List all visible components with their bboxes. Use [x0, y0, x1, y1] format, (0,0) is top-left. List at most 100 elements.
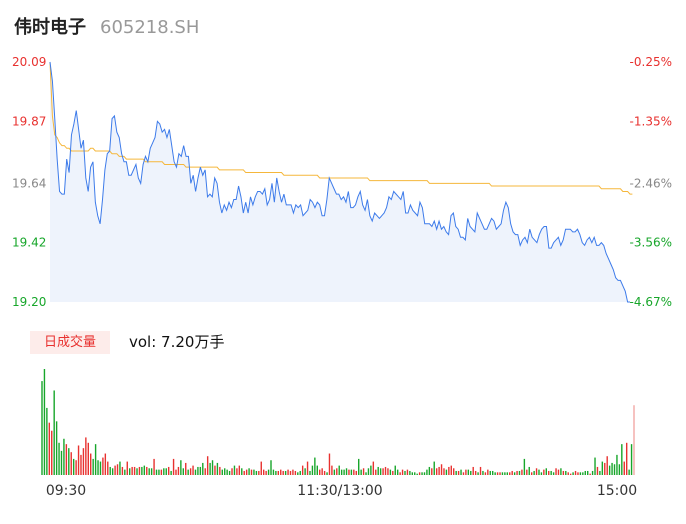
volume-bar	[594, 457, 596, 475]
volume-bar	[155, 469, 158, 475]
volume-bar	[187, 469, 189, 475]
volume-bar	[482, 470, 484, 475]
volume-bar	[353, 469, 355, 475]
volume-bar	[301, 465, 304, 475]
volume-bar	[167, 466, 170, 475]
volume-bar	[63, 438, 65, 475]
volume-bar	[389, 469, 392, 475]
volume-bar	[601, 461, 604, 475]
volume-bar	[472, 466, 474, 475]
volume-bar	[445, 469, 448, 475]
volume-bar	[492, 470, 494, 475]
volume-bar	[467, 469, 470, 475]
volume-bar	[109, 466, 111, 475]
volume-bar	[297, 472, 299, 475]
volume-bar	[245, 469, 248, 475]
volume-bar	[574, 470, 577, 475]
volume-bar	[587, 470, 589, 475]
volume-bar	[133, 466, 136, 475]
price-area	[50, 62, 630, 302]
volume-bar	[406, 469, 409, 475]
volume-bar	[158, 469, 160, 475]
volume-bar	[431, 468, 433, 475]
volume-bar	[348, 469, 350, 475]
volume-bar	[233, 465, 236, 475]
volume-bar	[46, 407, 48, 475]
volume-bar	[396, 469, 399, 475]
volume-bar	[623, 461, 625, 475]
volume-bar	[521, 469, 523, 475]
volume-bar	[633, 405, 635, 475]
volume-bar	[596, 466, 599, 475]
volume-bar	[231, 468, 233, 475]
volume-bar	[77, 445, 80, 475]
volume-bar	[280, 469, 282, 475]
stock-code: 605218.SH	[100, 17, 200, 38]
volume-bar	[433, 461, 435, 475]
volume-bar	[319, 469, 321, 475]
x-tick-label: 11:30/13:00	[297, 483, 382, 499]
volume-bar	[153, 458, 155, 475]
volume-bar	[535, 468, 538, 475]
volume-bar	[170, 470, 172, 475]
volume-bar	[355, 470, 357, 475]
volume-bar	[90, 453, 92, 475]
volume-bar	[48, 422, 51, 475]
volume-bar	[309, 470, 311, 475]
volume-bar	[197, 466, 199, 475]
volume-bar	[538, 469, 540, 475]
volume-bar	[182, 468, 184, 475]
volume-bar	[221, 469, 223, 475]
volume-bar	[209, 462, 211, 475]
volume-bar	[250, 469, 253, 475]
volume-bar	[404, 470, 406, 475]
volume-bar	[94, 444, 97, 475]
volume-bar	[579, 472, 582, 475]
volume-bar	[416, 473, 418, 475]
volume-badge[interactable]: 日成交量	[30, 331, 110, 354]
volume-bar	[311, 465, 314, 475]
volume-bar	[370, 465, 372, 475]
x-tick-label: 09:30	[46, 483, 86, 499]
volume-bar	[104, 453, 107, 475]
volume-bar	[206, 456, 209, 475]
volume-bar	[625, 442, 628, 475]
volume-bar	[555, 468, 557, 475]
volume-bar	[58, 442, 60, 475]
volume-bar	[43, 369, 46, 475]
volume-bar	[192, 465, 194, 475]
volume-bar	[323, 470, 326, 475]
volume-bar	[107, 461, 109, 475]
volume-bar	[367, 468, 370, 475]
volume-bar	[345, 468, 348, 475]
price-line	[49, 61, 630, 303]
volume-bar	[219, 466, 221, 475]
volume-bar	[557, 469, 560, 475]
volume-bar	[375, 469, 377, 475]
volume-bar	[336, 468, 338, 475]
volume-bar	[287, 469, 289, 475]
volume-bar	[114, 465, 116, 475]
volume-bar	[51, 430, 53, 475]
volume-bar	[97, 460, 99, 475]
volume-bar	[423, 472, 426, 475]
volume-bar	[572, 472, 574, 475]
volume-bar	[343, 469, 345, 475]
volume-bar	[138, 466, 141, 475]
volume-bar	[214, 465, 216, 475]
volume-bar	[263, 469, 265, 475]
volume-bar	[545, 468, 547, 475]
volume-bar	[224, 468, 226, 475]
volume-bar	[248, 468, 250, 475]
volume-bar	[189, 468, 192, 475]
volume-bar	[613, 464, 616, 475]
volume-bar	[124, 469, 126, 475]
volume-bar	[523, 458, 526, 475]
volume-bar	[141, 466, 143, 475]
volume-bar	[148, 468, 150, 475]
volume-bar	[484, 472, 487, 475]
volume-bar	[92, 458, 94, 475]
volume-bar	[289, 470, 292, 475]
volume-bar	[516, 470, 518, 475]
volume-bar	[253, 469, 255, 475]
